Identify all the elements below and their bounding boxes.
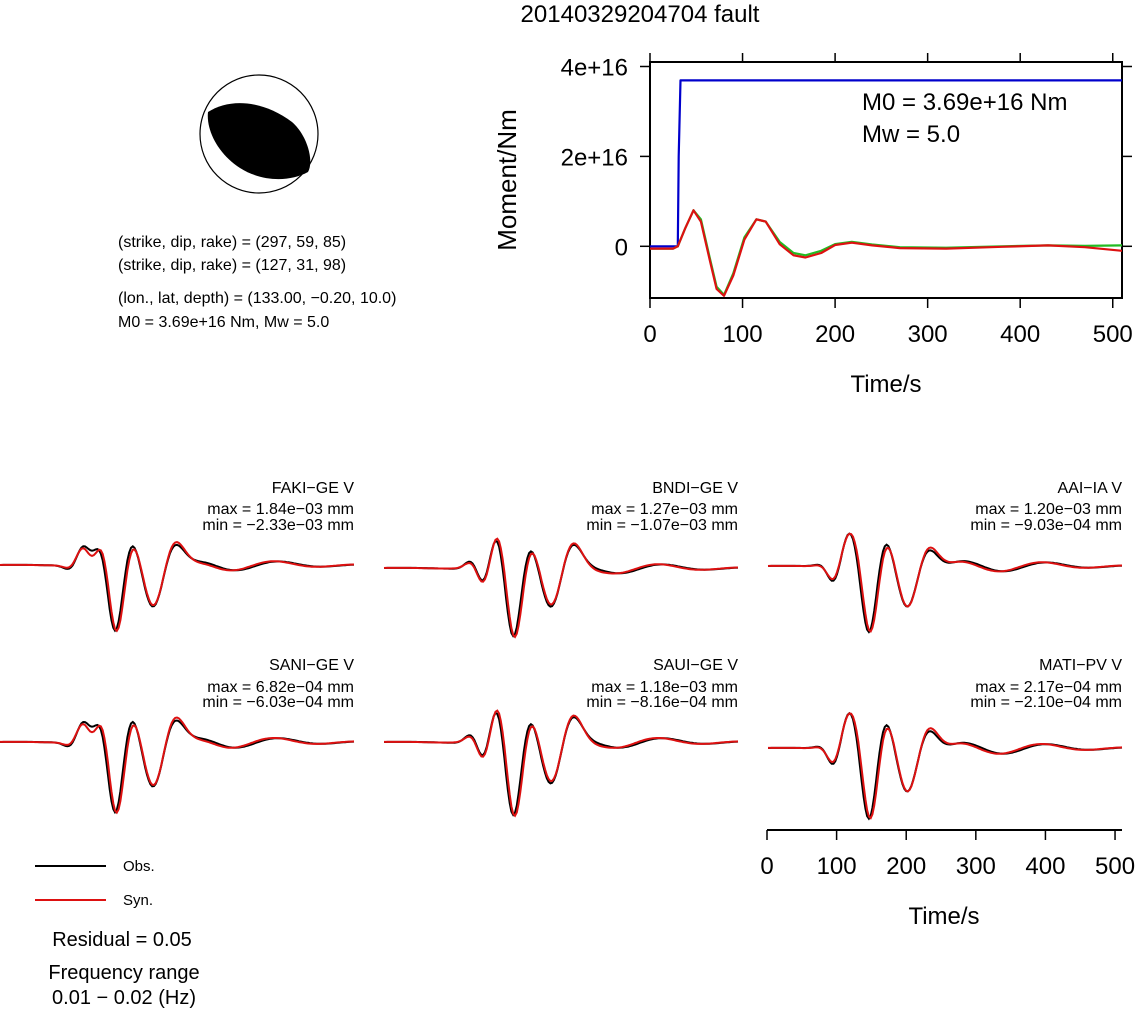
synthetic-trace-4 xyxy=(384,709,739,818)
station-max: max = 1.20e−03 mm xyxy=(975,501,1122,518)
figure-title: 20140329204704 fault xyxy=(521,1,760,28)
station-min: min = −8.16e−04 mm xyxy=(586,694,738,711)
moment-series xyxy=(650,79,1123,297)
station-panel-sani: SANI−GE V max = 6.82e−04 mm min = −6.03e… xyxy=(202,657,354,711)
waveform-x-tick-label: 0 xyxy=(760,853,773,880)
station-name: BNDI−GE V xyxy=(652,480,738,497)
moment-y-tick-label: 4e+16 xyxy=(561,54,628,81)
moment-x-axis-label: Time/s xyxy=(850,371,921,398)
station-min: min = −6.03e−04 mm xyxy=(202,694,354,711)
moment-x-tick-label: 100 xyxy=(723,321,763,348)
station-name: FAKI−GE V xyxy=(272,480,355,497)
observed-trace-3 xyxy=(0,719,355,815)
moment-m0-annotation: M0 = 3.69e+16 Nm xyxy=(862,89,1067,116)
observed-trace-5 xyxy=(768,711,1123,821)
moment-x-tick-label: 500 xyxy=(1093,321,1133,348)
moment-y-axis-label: Moment/Nm xyxy=(492,109,522,251)
waveform-x-tick-label: 200 xyxy=(886,853,926,880)
waveform-x-tick-label: 300 xyxy=(956,853,996,880)
station-panel-mati: MATI−PV V max = 2.17e−04 mm min = −2.10e… xyxy=(970,657,1122,711)
observed-trace-0 xyxy=(0,543,354,633)
station-name: SAUI−GE V xyxy=(653,657,738,674)
waveform-panels: FAKI−GE V max = 1.84e−03 mm min = −2.33e… xyxy=(0,480,1123,821)
moment-y-tick-label: 2e+16 xyxy=(561,144,628,171)
waveform-x-tick-label: 400 xyxy=(1025,853,1065,880)
station-name: AAI−IA V xyxy=(1058,480,1123,497)
legend: Obs. Syn. xyxy=(35,858,155,909)
observed-trace-2 xyxy=(768,532,1122,634)
station-min: min = −2.33e−03 mm xyxy=(202,517,354,534)
residual-text: Residual = 0.05 xyxy=(52,929,192,951)
waveform-time-axis: Time/s 0 100 200 300 400 500 xyxy=(760,829,1135,930)
info-line-2: (strike, dip, rake) = (127, 31, 98) xyxy=(118,257,346,274)
moment-x-tick-label: 200 xyxy=(815,321,855,348)
info-line-3: (lon., lat, depth) = (133.00, −0.20, 10.… xyxy=(118,290,396,307)
waveform-traces xyxy=(0,532,1123,821)
synthetic-trace-2 xyxy=(767,532,1122,633)
moment-chart: 0 100 200 300 400 500 0 2e+16 4e+16 Moment/Nm Ti… xyxy=(492,53,1133,398)
station-max: max = 1.84e−03 mm xyxy=(207,501,354,518)
beachball-compressional-quadrant xyxy=(207,103,311,180)
station-max: max = 2.17e−04 mm xyxy=(975,679,1122,696)
station-panel-bndi: BNDI−GE V max = 1.27e−03 mm min = −1.07e… xyxy=(586,480,738,534)
station-panel-saui: SAUI−GE V max = 1.18e−03 mm min = −8.16e… xyxy=(586,657,738,711)
frequency-label: Frequency range xyxy=(48,962,199,984)
station-max: max = 1.27e−03 mm xyxy=(591,501,738,518)
moment-series-line-2 xyxy=(650,209,1123,297)
synthetic-trace-0 xyxy=(0,541,354,633)
info-line-1: (strike, dip, rake) = (297, 59, 85) xyxy=(118,234,346,251)
observed-trace-4 xyxy=(384,711,739,817)
observed-trace-1 xyxy=(384,539,738,638)
station-min: min = −9.03e−04 mm xyxy=(970,517,1122,534)
station-min: min = −1.07e−03 mm xyxy=(586,517,738,534)
moment-axis-ticks: 0 100 200 300 400 500 0 2e+16 4e+16 xyxy=(561,53,1133,348)
frequency-value: 0.01 − 0.02 (Hz) xyxy=(52,987,196,1009)
station-panel-aai: AAI−IA V max = 1.20e−03 mm min = −9.03e−… xyxy=(970,480,1122,534)
waveform-x-axis-label: Time/s xyxy=(908,903,979,930)
station-panel-faki: FAKI−GE V max = 1.84e−03 mm min = −2.33e… xyxy=(202,480,354,534)
station-name: MATI−PV V xyxy=(1039,657,1122,674)
waveform-x-tick-label: 100 xyxy=(817,853,857,880)
station-max: max = 6.82e−04 mm xyxy=(207,679,354,696)
station-name: SANI−GE V xyxy=(269,657,354,674)
moment-x-tick-label: 0 xyxy=(643,321,656,348)
moment-series-line-1 xyxy=(650,209,1123,296)
waveform-x-tick-label: 500 xyxy=(1095,853,1135,880)
moment-y-tick-label: 0 xyxy=(615,234,628,261)
station-max: max = 1.18e−03 mm xyxy=(591,679,738,696)
moment-mw-annotation: Mw = 5.0 xyxy=(862,121,960,148)
source-info: (strike, dip, rake) = (297, 59, 85) (str… xyxy=(118,234,396,331)
synthetic-trace-5 xyxy=(768,712,1123,820)
legend-syn-label: Syn. xyxy=(123,892,153,909)
info-line-4: M0 = 3.69e+16 Nm, Mw = 5.0 xyxy=(118,314,329,331)
moment-series-line-0 xyxy=(650,79,1122,248)
moment-plot-frame xyxy=(649,61,1123,299)
legend-obs-label: Obs. xyxy=(123,858,155,875)
synthetic-trace-1 xyxy=(383,537,738,639)
moment-x-tick-label: 300 xyxy=(908,321,948,348)
focal-mechanism-beachball xyxy=(199,74,319,194)
station-min: min = −2.10e−04 mm xyxy=(970,694,1122,711)
synthetic-trace-3 xyxy=(0,716,355,815)
moment-x-tick-label: 400 xyxy=(1000,321,1040,348)
